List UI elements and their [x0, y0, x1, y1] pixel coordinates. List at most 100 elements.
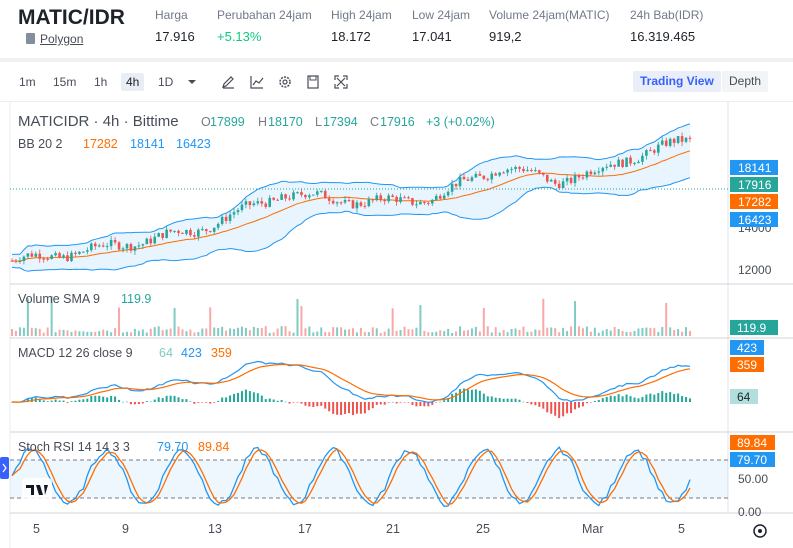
macd-hist-bar: [435, 402, 438, 403]
volume-bar: [260, 328, 263, 336]
candle-body: [208, 231, 212, 233]
macd-hist-bar: [558, 402, 561, 419]
macd-hist-bar: [102, 396, 105, 402]
time-tick: Mar: [582, 522, 604, 536]
candle-body: [276, 199, 279, 201]
timeframe-1h[interactable]: 1h: [94, 75, 108, 89]
volume-bar: [367, 332, 370, 336]
macd-hist-bar: [629, 396, 632, 402]
volume-bar: [106, 330, 109, 336]
candle-body: [260, 201, 264, 204]
timeframe-4h[interactable]: 4h: [121, 73, 145, 91]
volume-bar: [510, 328, 513, 336]
candle-body: [236, 210, 240, 213]
macd-hist-bar: [522, 401, 525, 403]
volume-bar: [197, 332, 200, 336]
volume-bar: [562, 327, 565, 336]
bb-label: BB 20 2: [18, 137, 63, 151]
candle-body: [22, 256, 26, 262]
volume-bar: [502, 330, 505, 336]
chart-toolbar: 1m 15m 1h 4h 1D Trading View Depth: [0, 62, 793, 102]
timeframe-1m[interactable]: 1m: [19, 75, 36, 89]
candle-body: [462, 176, 466, 180]
macd-hist-bar: [601, 398, 604, 402]
volume-bar: [447, 328, 450, 336]
candle-body: [193, 235, 196, 237]
volume-bar: [264, 326, 267, 336]
macd-hist-bar: [78, 399, 81, 402]
candle-body: [292, 192, 295, 200]
volume-bar: [633, 330, 636, 336]
candle-body: [621, 159, 624, 167]
volume-bar: [506, 332, 509, 336]
macd-hist-bar: [118, 399, 121, 402]
volume-bar: [308, 326, 311, 336]
candle-body: [66, 255, 69, 262]
candle-body: [526, 170, 529, 172]
candle-body: [145, 238, 149, 245]
timeframe-1d[interactable]: 1D: [158, 75, 174, 89]
stat-high: High 24jam 18.172: [331, 8, 392, 44]
stoch-tick: 0.00: [738, 505, 762, 519]
candle-body: [161, 233, 164, 238]
macd-value: 423: [181, 346, 202, 360]
stat-value: 18.172: [331, 29, 371, 44]
candle-body: [54, 253, 57, 256]
volume-bar: [546, 327, 549, 336]
candle-body: [113, 239, 117, 243]
candle-body: [442, 195, 446, 199]
volume-bar: [526, 331, 529, 336]
macd-signal-value: 359: [211, 346, 232, 360]
fullscreen-icon[interactable]: [333, 75, 349, 89]
pair-sub-label[interactable]: Polygon: [40, 32, 84, 46]
candle-body: [438, 195, 442, 199]
macd-hist-bar: [284, 401, 287, 403]
gear-icon[interactable]: [277, 75, 293, 89]
macd-hist-bar: [613, 396, 616, 402]
collapse-panel-button[interactable]: [0, 457, 9, 479]
candle-body: [450, 183, 454, 192]
volume-bar: [470, 328, 473, 336]
volume-bar: [30, 327, 33, 336]
macd-hist-bar: [165, 395, 168, 402]
macd-hist-bar: [673, 394, 676, 402]
volume-bar: [153, 327, 156, 336]
candle-body: [46, 258, 49, 260]
tradingview-logo: [22, 478, 52, 500]
timeframe-15m[interactable]: 15m: [53, 75, 77, 89]
macd-hist-bar: [225, 397, 228, 402]
candle-body: [312, 194, 315, 196]
macd-badge-text: 423: [737, 341, 757, 355]
volume-bar: [62, 329, 65, 336]
save-icon[interactable]: [305, 75, 321, 89]
candle-body: [470, 177, 474, 181]
line-chart-icon[interactable]: [249, 75, 265, 89]
dropdown-icon[interactable]: [184, 75, 200, 89]
volume-bar: [653, 328, 656, 336]
volume-bar: [201, 328, 204, 336]
candle-body: [506, 169, 509, 173]
depth-button[interactable]: Depth: [722, 71, 769, 92]
macd-hist-bar: [681, 396, 684, 402]
volume-bar: [677, 329, 680, 336]
gear-icon[interactable]: [753, 524, 767, 538]
macd-hist-bar: [534, 402, 537, 406]
candle-body: [224, 216, 228, 221]
candle-body: [30, 253, 34, 257]
macd-hist-bar: [633, 397, 636, 402]
macd-hist-bar: [593, 401, 596, 402]
trading-view-button[interactable]: Trading View: [633, 71, 721, 92]
candle-body: [466, 179, 470, 181]
candle-body: [319, 190, 323, 192]
volume-bar: [256, 327, 259, 336]
volume-bar: [248, 330, 251, 336]
macd-pane: MACD 12 26 close 9 64 423 359 423 359 64: [11, 340, 764, 419]
chart-area[interactable]: MATICIDR · 4h · Bittime O 17899 H 18170 …: [0, 102, 793, 548]
macd-hist-bar: [42, 400, 45, 402]
open-label: O: [201, 115, 211, 129]
pair-sub-link[interactable]: Polygon: [26, 32, 84, 46]
candle-body: [617, 159, 620, 167]
volume-bar: [110, 332, 113, 336]
pencil-icon[interactable]: [220, 75, 236, 89]
volume-bar: [514, 328, 517, 336]
